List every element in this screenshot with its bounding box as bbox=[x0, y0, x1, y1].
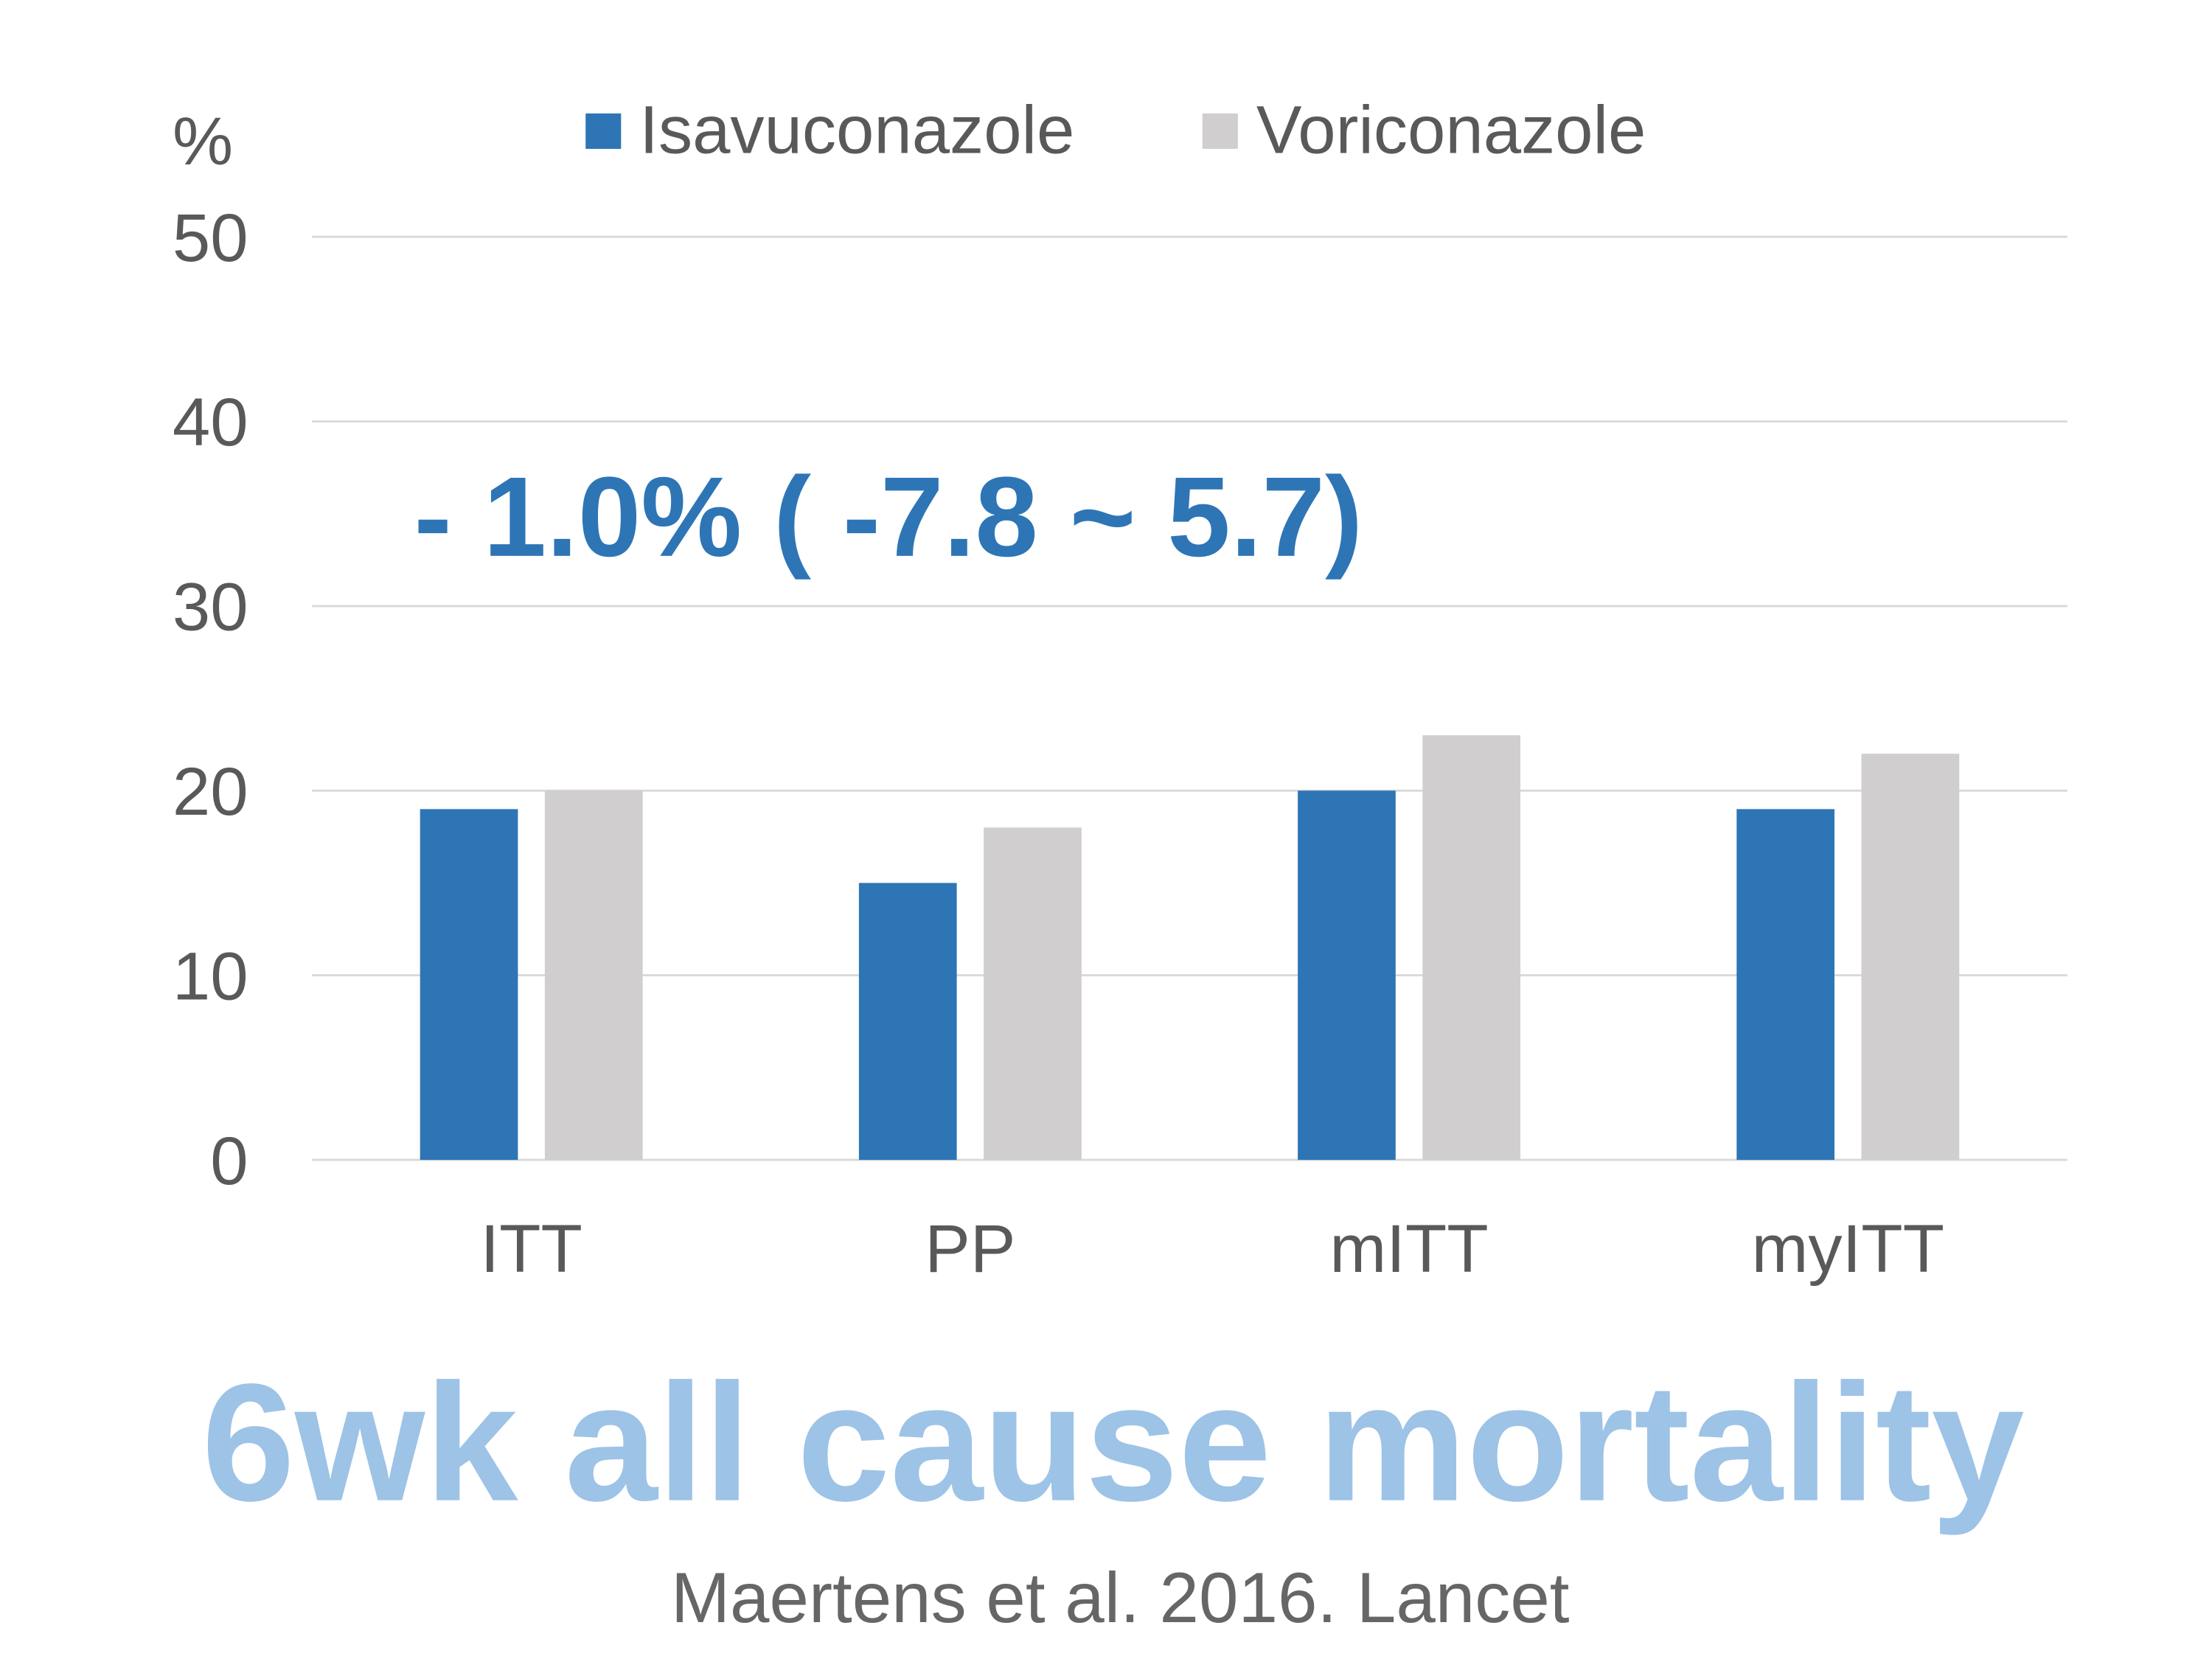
bar bbox=[858, 883, 957, 1161]
source: Maertens et al. 2016. Lancet bbox=[671, 1559, 1570, 1638]
annotation: - 1.0% ( -7.8 ~ 5.7) bbox=[414, 453, 1363, 580]
bar bbox=[1736, 809, 1834, 1161]
x-tick-label: ITT bbox=[480, 1210, 582, 1287]
y-tick-label: 50 bbox=[173, 199, 248, 276]
y-tick-label: 20 bbox=[173, 753, 248, 830]
bar bbox=[1422, 735, 1521, 1161]
bar bbox=[1298, 790, 1396, 1161]
x-tick-label: mITT bbox=[1329, 1210, 1488, 1287]
legend-swatch bbox=[1202, 113, 1238, 149]
bar bbox=[1861, 754, 1960, 1161]
bar bbox=[420, 809, 518, 1161]
chart-title: 6wk all cause mortality bbox=[202, 1350, 2025, 1537]
y-axis-label: % bbox=[173, 102, 233, 179]
y-tick-label: 0 bbox=[210, 1122, 248, 1199]
y-tick-label: 40 bbox=[173, 383, 248, 460]
x-tick-label: PP bbox=[925, 1210, 1015, 1287]
y-tick-label: 10 bbox=[173, 937, 248, 1014]
legend-swatch bbox=[585, 113, 622, 149]
y-tick-label: 30 bbox=[173, 568, 248, 645]
x-tick-label: myITT bbox=[1752, 1210, 1944, 1287]
legend-label: Voriconazole bbox=[1256, 91, 1646, 168]
bar bbox=[544, 790, 643, 1161]
legend-label: Isavuconazole bbox=[639, 91, 1074, 168]
bar bbox=[984, 827, 1082, 1161]
